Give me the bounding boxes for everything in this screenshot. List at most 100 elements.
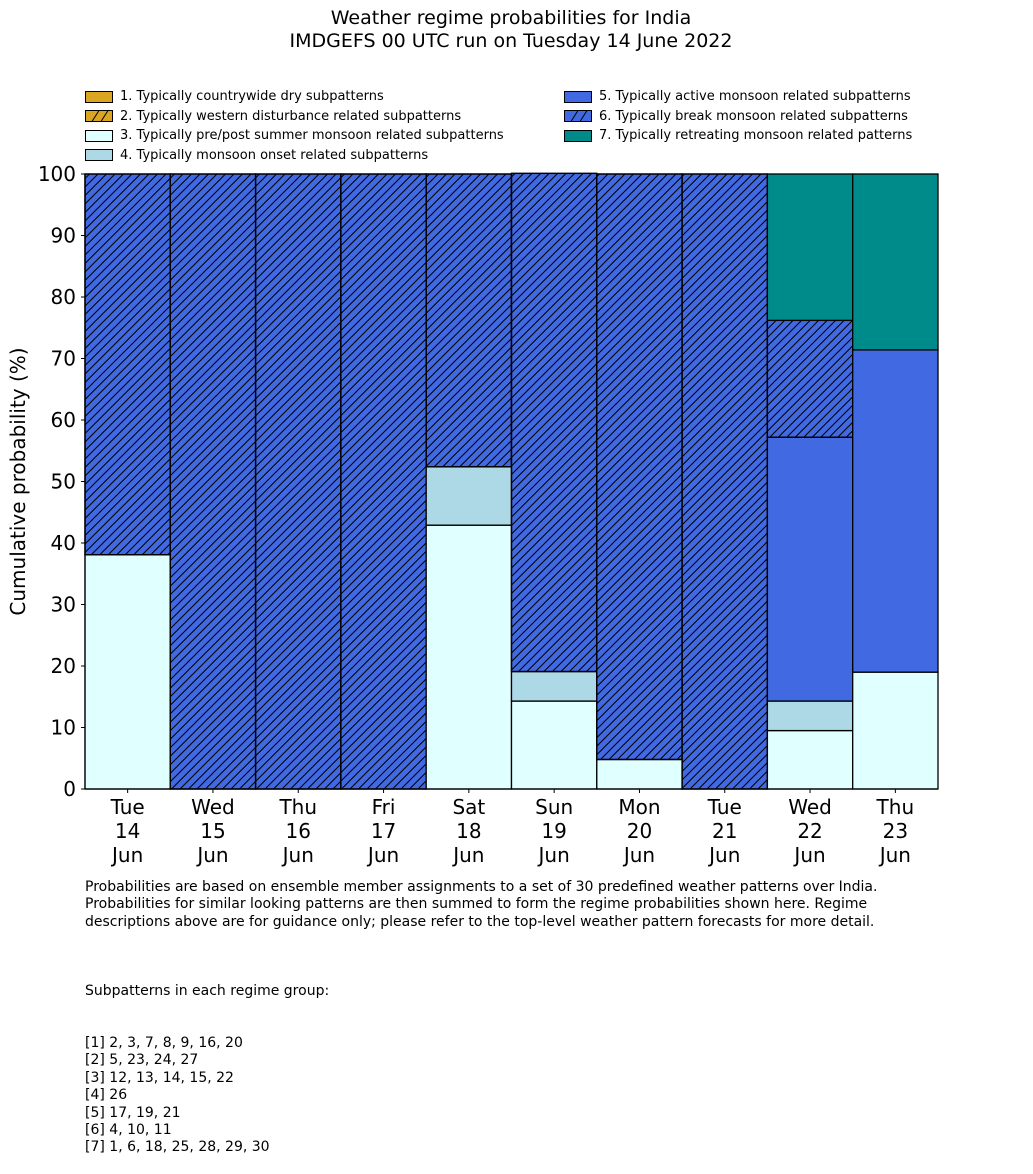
bar-segment: [852, 671, 939, 790]
legend-item: 7. Typically retreating monsoon related …: [564, 126, 912, 146]
x-tick-label: Jun: [878, 843, 911, 867]
x-tick-label: Thu: [278, 795, 317, 819]
regime-group-line: [5] 17, 19, 21: [85, 1104, 181, 1121]
color-swatch-icon: [564, 90, 592, 103]
bar-segment-hatch: [596, 173, 683, 761]
regime-groups: Subpatterns in each regime group: [1] 2,…: [85, 948, 329, 1174]
legend-label: 3. Typically pre/post summer monsoon rel…: [120, 128, 504, 144]
y-tick-label: 0: [63, 777, 76, 801]
regime-group-line: [7] 1, 6, 18, 25, 28, 29, 30: [85, 1139, 270, 1156]
bar-segment: [766, 700, 854, 732]
x-tick-label: 20: [627, 819, 652, 843]
x-tick-label: Jun: [622, 843, 655, 867]
bar-segment: [425, 466, 513, 526]
y-tick-label: 30: [51, 593, 76, 617]
x-tick-label: Wed: [191, 795, 235, 819]
y-tick-label: 70: [51, 347, 76, 371]
x-tick-label: Jun: [451, 843, 484, 867]
legend-item: 6. Typically break monsoon related subpa…: [564, 107, 912, 127]
x-tick-label: 18: [456, 819, 481, 843]
x-tick-label: 23: [883, 819, 908, 843]
bar-segment-hatch: [254, 173, 342, 790]
y-axis-label: Cumulative probability (%): [6, 347, 30, 615]
y-tick-label: 90: [51, 224, 76, 248]
y-tick-label: 50: [51, 470, 76, 494]
bar-segment-hatch: [510, 172, 598, 673]
legend-item: 3. Typically pre/post summer monsoon rel…: [85, 126, 504, 146]
regime-groups-heading: Subpatterns in each regime group:: [85, 982, 330, 999]
title-line-2: IMDGEFS 00 UTC run on Tuesday 14 June 20…: [289, 30, 733, 52]
y-tick-label: 60: [51, 408, 76, 432]
bar-segment: [766, 173, 854, 322]
x-tick-label: Sat: [452, 795, 485, 819]
x-tick-label: Fri: [372, 795, 396, 819]
x-tick-label: Jun: [792, 843, 825, 867]
x-tick-label: Jun: [537, 843, 570, 867]
x-tick-label: Jun: [366, 843, 399, 867]
bar-segment-hatch: [169, 173, 257, 790]
x-tick-label: 19: [541, 819, 566, 843]
bar-segment: [84, 554, 171, 790]
x-tick-label: 22: [797, 819, 822, 843]
x-tick-label: 17: [371, 819, 396, 843]
bar-segment: [852, 349, 939, 673]
legend-label: 6. Typically break monsoon related subpa…: [599, 108, 908, 124]
x-tick-label: Tue: [707, 795, 742, 819]
bar-segment: [510, 700, 598, 790]
regime-group-line: [3] 12, 13, 14, 15, 22: [85, 1069, 234, 1086]
x-tick-label: Jun: [195, 843, 228, 867]
regime-group-line: [4] 26: [85, 1087, 128, 1104]
x-tick-label: Tue: [110, 795, 145, 819]
bar-segment: [766, 729, 854, 790]
x-tick-label: Mon: [618, 795, 660, 819]
legend-item: 1. Typically countrywide dry subpatterns: [85, 87, 504, 107]
x-tick-label: 16: [286, 819, 311, 843]
regime-group-line: [2] 5, 23, 24, 27: [85, 1052, 199, 1069]
y-tick-label: 100: [38, 162, 76, 186]
y-tick-label: 80: [51, 285, 76, 309]
bar-segment-hatch: [84, 173, 171, 556]
x-tick-label: Sun: [535, 795, 573, 819]
x-tick-label: 14: [115, 819, 140, 843]
chart-title: Weather regime probabilities for India I…: [0, 7, 1022, 53]
x-tick-label: 15: [200, 819, 225, 843]
bar-segment-hatch: [425, 173, 513, 468]
regime-group-line: [6] 4, 10, 11: [85, 1122, 172, 1139]
y-tick-label: 10: [51, 716, 76, 740]
legend-item: 2. Typically western disturbance related…: [85, 107, 504, 127]
y-tick-label: 40: [51, 531, 76, 555]
regime-group-line: [1] 2, 3, 7, 8, 9, 16, 20: [85, 1035, 243, 1052]
legend-item: 5. Typically active monsoon related subp…: [564, 87, 912, 107]
x-tick-label: Jun: [707, 843, 740, 867]
legend-left: 1. Typically countrywide dry subpatterns…: [85, 87, 504, 165]
x-tick-label: Jun: [110, 843, 143, 867]
legend-label: 5. Typically active monsoon related subp…: [599, 89, 911, 105]
bar-segment: [510, 670, 598, 702]
x-tick-label: Wed: [788, 795, 832, 819]
bar-segment: [766, 436, 854, 702]
explanatory-note: Probabilities are based on ensemble memb…: [85, 879, 878, 930]
legend-item: 4. Typically monsoon onset related subpa…: [85, 146, 504, 166]
x-tick-label: 21: [712, 819, 737, 843]
x-tick-label: Thu: [876, 795, 915, 819]
color-swatch-icon: [85, 149, 113, 162]
x-tick-label: Jun: [281, 843, 314, 867]
y-tick-label: 20: [51, 654, 76, 678]
legend-label: 2. Typically western disturbance related…: [120, 108, 462, 124]
bar-segment-hatch: [340, 173, 427, 790]
legend-label: 7. Typically retreating monsoon related …: [599, 128, 913, 144]
title-line-1: Weather regime probabilities for India: [330, 7, 692, 29]
bar-segment: [852, 173, 939, 351]
color-swatch-icon: [85, 129, 113, 142]
stacked-bar-chart: Tue14JunWed15JunThu16JunFri17JunSat18Jun…: [6, 162, 939, 867]
bar-segment-hatch: [681, 173, 769, 790]
hatched-swatch-icon: [564, 110, 592, 123]
bar-segment: [596, 758, 683, 790]
color-swatch-icon: [564, 129, 592, 142]
legend-label: 1. Typically countrywide dry subpatterns: [120, 89, 384, 105]
bar-segment: [425, 524, 513, 790]
legend-right: 5. Typically active monsoon related subp…: [564, 87, 912, 146]
hatched-swatch-icon: [85, 110, 113, 123]
legend-label: 4. Typically monsoon onset related subpa…: [120, 147, 429, 163]
color-swatch-icon: [85, 90, 113, 103]
